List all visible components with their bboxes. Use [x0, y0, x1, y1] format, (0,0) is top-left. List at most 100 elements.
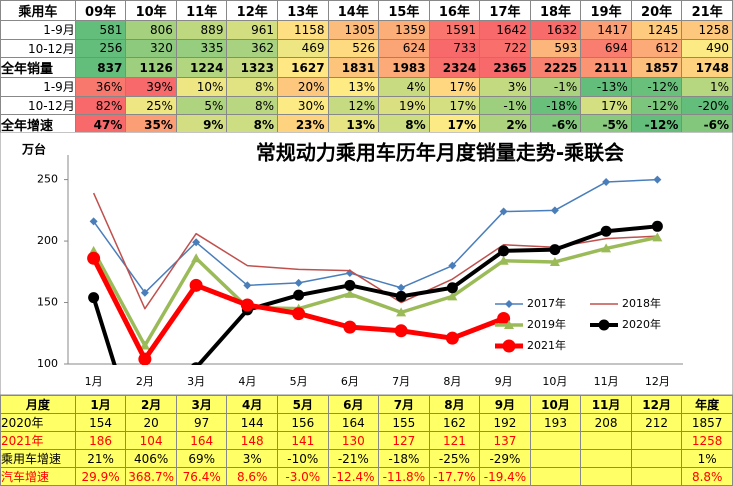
series-line	[93, 178, 658, 294]
cell: 137	[479, 431, 531, 450]
row: 1-9月 581 806 889 961 1158 1305 1359 1591 1642 1632…	[0, 20, 733, 40]
cell: 8.6%	[226, 467, 278, 486]
cell	[630, 467, 683, 486]
cell: 8.8%	[681, 467, 733, 486]
header-cell: 年度	[681, 395, 733, 414]
header-cell: 20年	[630, 0, 683, 21]
point	[445, 331, 459, 345]
cell: 29.9%	[74, 467, 127, 486]
cell: 162	[428, 413, 481, 432]
cell: 13%	[327, 77, 380, 97]
cell: 121	[428, 431, 481, 450]
cell: 39%	[125, 77, 177, 97]
header-cell: 09年	[74, 0, 127, 21]
cell: 97	[175, 413, 228, 432]
cell: -19.4%	[479, 467, 531, 486]
cell: 127	[378, 431, 430, 450]
cell: 1258	[681, 20, 733, 40]
header-cell: 6月	[327, 395, 380, 414]
point	[243, 281, 252, 290]
point	[498, 255, 509, 265]
point	[191, 362, 201, 365]
header-cell: 10月	[529, 395, 582, 414]
cell: 806	[125, 20, 177, 40]
cell: -20%	[681, 95, 733, 116]
cell: 1831	[327, 57, 380, 79]
plot	[87, 175, 663, 365]
point	[292, 307, 306, 321]
row: 10-12月 256 320 335 362 469 526 624 733 722 593 694 6…	[0, 38, 733, 59]
point	[294, 278, 303, 287]
legend-marker	[598, 319, 610, 331]
y-tick-label: 250	[37, 173, 58, 186]
cell: -17.7%	[428, 467, 481, 486]
cell	[580, 449, 632, 468]
cell: 17%	[580, 95, 632, 116]
cell: 3%	[226, 449, 278, 468]
header-cell: 5月	[277, 395, 329, 414]
point	[396, 307, 407, 317]
point	[499, 207, 508, 216]
cell	[529, 431, 582, 450]
cell: 141	[277, 431, 329, 450]
cell	[529, 449, 582, 468]
point	[88, 292, 100, 304]
cell: 612	[630, 38, 683, 59]
cell: 144	[226, 413, 278, 432]
point	[600, 225, 612, 237]
cell: 164	[327, 413, 380, 432]
cell: 469	[277, 38, 329, 59]
cell: 12%	[327, 95, 380, 116]
legend-label: 2017年	[527, 296, 566, 310]
cell: 148	[226, 431, 278, 450]
cell: 3%	[479, 77, 531, 97]
header-cell: 11年	[175, 0, 228, 21]
cell: 17%	[428, 114, 481, 136]
point	[240, 298, 254, 312]
header-cell: 月度	[0, 395, 76, 414]
cell: 256	[74, 38, 127, 59]
header-cell: 11月	[580, 395, 632, 414]
cell: 25%	[125, 95, 177, 116]
row: 2021年 186 104 164 148 141 130 127 121 137 1258	[0, 431, 733, 450]
cell: 69%	[175, 449, 228, 468]
cell	[630, 449, 683, 468]
header-cell: 15年	[378, 0, 430, 21]
cell: 320	[125, 38, 177, 59]
cell: 362	[226, 38, 278, 59]
cell: 155	[378, 413, 430, 432]
cell: 104	[125, 431, 177, 450]
x-tick-label: 12月	[645, 375, 670, 388]
legend-marker	[504, 320, 514, 329]
cell: -29%	[479, 449, 531, 468]
cell: 1591	[428, 20, 481, 40]
x-tick-label: 10月	[542, 375, 567, 388]
row-label: 2020年	[0, 413, 76, 432]
cell: 17%	[428, 77, 481, 97]
header-cell: 19年	[580, 0, 632, 21]
cell: -18%	[378, 449, 430, 468]
cell: 47%	[74, 114, 127, 136]
header-cell: 7月	[378, 395, 430, 414]
row: 2020年 154 20 97 144 156 164 155 162 192 193 208 212 1…	[0, 413, 733, 432]
cell: 23%	[277, 114, 329, 136]
point	[549, 244, 561, 256]
cell: 722	[479, 38, 531, 59]
point	[293, 289, 305, 301]
point	[138, 352, 152, 365]
row-label: 乘用车增速	[0, 449, 76, 468]
cell: 1632	[529, 20, 582, 40]
cell: -12%	[630, 95, 683, 116]
cell: -10%	[277, 449, 329, 468]
chart-frame	[0, 132, 733, 395]
cell	[580, 431, 632, 450]
header-cell: 8月	[428, 395, 481, 414]
cell: 1158	[277, 20, 329, 40]
legend-label: 2020年	[622, 317, 661, 331]
header-cell: 2月	[125, 395, 177, 414]
cell: 1857	[681, 413, 733, 432]
cell	[580, 467, 632, 486]
cell: 212	[630, 413, 683, 432]
point	[550, 206, 559, 215]
